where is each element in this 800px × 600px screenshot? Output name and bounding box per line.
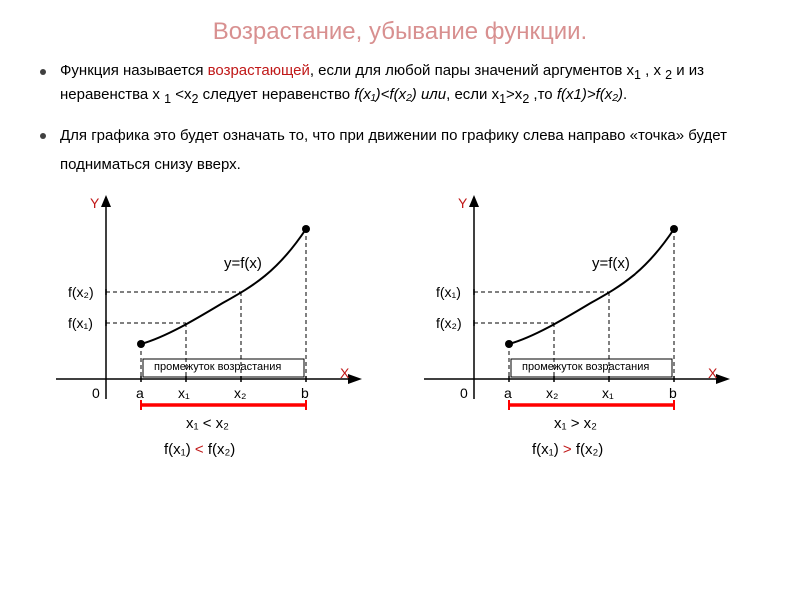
right-ineq2a: f(x₁) — [532, 441, 563, 458]
chart-left: Y X 0 a x₁ x₂ b f(x₂) f(x₁) y=f(x) проме… — [46, 189, 386, 489]
page-title: Возрастание, убывание функции. — [40, 18, 760, 46]
left-a: a — [136, 385, 144, 401]
right-ineq2-op: > — [563, 441, 572, 458]
p1-after-lt: следует неравенство — [198, 86, 354, 103]
left-interval-text: промежуток возрастания — [154, 361, 281, 373]
right-x2-tick: x₂ — [546, 385, 558, 401]
right-b: b — [669, 385, 677, 401]
left-b: b — [301, 385, 309, 401]
p1-gt: >x — [506, 86, 522, 103]
charts-row: Y X 0 a x₁ x₂ b f(x₂) f(x₁) y=f(x) проме… — [40, 189, 760, 489]
p1-ital2: f(x1)>f(x₂) — [557, 86, 623, 103]
p1-txt-a: Функция называется — [60, 62, 208, 79]
left-y-label: Y — [90, 195, 99, 211]
right-curve-label: y=f(x) — [592, 255, 630, 272]
p1-else: , если x — [446, 86, 499, 103]
p1-dot: . — [623, 86, 627, 103]
bullet-2 — [40, 133, 46, 139]
left-ineq2b: f(x₂) — [204, 441, 236, 458]
p1-txt-b: , если для любой пары значений аргументо… — [310, 62, 634, 79]
paragraph-2: Для графика это будет означать то, что п… — [60, 122, 760, 179]
left-fx1: f(x₁) — [68, 315, 93, 331]
right-ineq2: f(x₁) > f(x₂) — [532, 441, 603, 458]
left-x1-tick: x₁ — [178, 385, 190, 401]
left-origin: 0 — [92, 385, 100, 401]
right-ineq2b: f(x₂) — [572, 441, 604, 458]
chart-right: Y X 0 a x₂ x₁ b f(x₁) f(x₂) y=f(x) проме… — [414, 189, 754, 489]
p1-lt: <x — [171, 86, 191, 103]
left-ineq2-op: < — [195, 441, 204, 458]
right-fx1: f(x₁) — [436, 284, 461, 300]
right-x1-tick: x₁ — [602, 385, 614, 401]
paragraph-1-row: Функция называется возрастающей, если дл… — [40, 60, 760, 108]
left-ineq1: x₁ < x₂ — [186, 415, 229, 432]
right-x-label: X — [708, 365, 717, 381]
right-origin: 0 — [460, 385, 468, 401]
p1-s1: 1 — [634, 68, 641, 82]
p1-red: возрастающей — [208, 62, 310, 79]
p1-then: ,то — [529, 86, 557, 103]
left-ineq2: f(x₁) < f(x₂) — [164, 441, 235, 458]
paragraph-1: Функция называется возрастающей, если дл… — [60, 60, 760, 108]
right-interval-text: промежуток возрастания — [522, 361, 649, 373]
left-fx2: f(x₂) — [68, 284, 94, 300]
bullet-1 — [40, 69, 46, 75]
right-fx2: f(x₂) — [436, 315, 462, 331]
paragraph-2-row: Для графика это будет означать то, что п… — [40, 122, 760, 179]
left-x2-tick: x₂ — [234, 385, 246, 401]
left-curve-label: y=f(x) — [224, 255, 262, 272]
p1-ital1: f(x₁)<f(x₂) или — [354, 86, 446, 103]
p1-comma: , x — [641, 62, 665, 79]
left-ineq2a: f(x₁) — [164, 441, 195, 458]
right-a: a — [504, 385, 512, 401]
p1-s1b: 1 — [164, 92, 171, 106]
left-x-label: X — [340, 365, 349, 381]
p1-s1c: 1 — [499, 92, 506, 106]
right-ineq1: x₁ > x₂ — [554, 415, 597, 432]
right-y-label: Y — [458, 195, 467, 211]
